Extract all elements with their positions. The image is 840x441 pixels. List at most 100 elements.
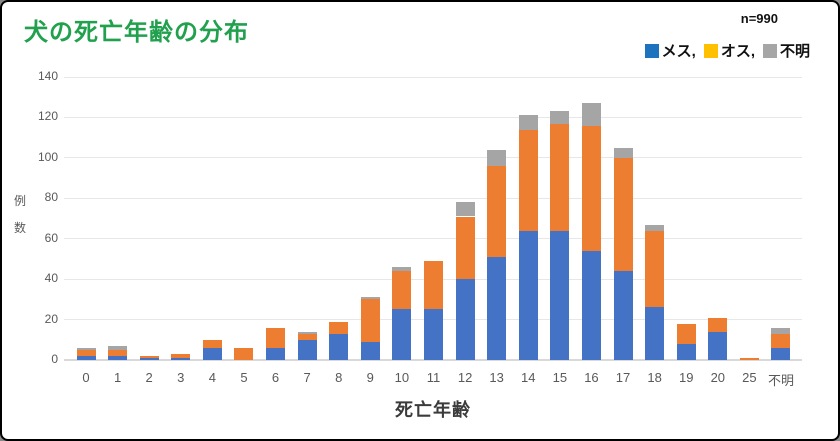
x-tick-label-16: 16 bbox=[584, 370, 599, 385]
bar-18-segment-メス bbox=[645, 307, 665, 360]
x-tick-label-7: 7 bbox=[303, 370, 311, 385]
x-tick-label-17: 17 bbox=[615, 370, 631, 385]
bar-15-segment-メス bbox=[550, 230, 570, 360]
bar-4-segment-メス bbox=[202, 347, 222, 360]
gridline-80 bbox=[64, 197, 802, 199]
bar-25-segment-オス bbox=[739, 357, 759, 360]
bar-6-segment-メス bbox=[266, 347, 286, 360]
bar-19-segment-オス bbox=[676, 323, 696, 344]
y-axis-title-char: 例 bbox=[14, 194, 27, 208]
bar-1-segment-メス bbox=[108, 355, 128, 360]
bar-不明-segment-オス bbox=[771, 333, 791, 348]
x-tick-label-19: 19 bbox=[678, 370, 694, 385]
bar-8-segment-メス bbox=[329, 333, 349, 360]
x-tick-label-14: 14 bbox=[521, 370, 536, 385]
bar-4-segment-オス bbox=[202, 339, 222, 348]
bar-1-segment-不明 bbox=[108, 345, 128, 350]
bar-14-segment-メス bbox=[518, 230, 538, 360]
bar-3-segment-オス bbox=[171, 353, 191, 358]
legend-swatch-不明 bbox=[762, 43, 777, 58]
plot-area bbox=[64, 76, 802, 361]
bar-18-segment-不明 bbox=[645, 224, 665, 231]
x-tick-label-3: 3 bbox=[177, 370, 185, 385]
bar-20-segment-オス bbox=[708, 317, 728, 332]
y-tick-label-40: 40 bbox=[44, 271, 58, 286]
bar-13-segment-オス bbox=[487, 165, 507, 257]
bar-10-segment-メス bbox=[392, 309, 412, 360]
x-tick-label-8: 8 bbox=[335, 370, 343, 385]
legend-swatch-メス bbox=[644, 43, 659, 58]
bar-2-segment-メス bbox=[139, 357, 159, 360]
y-axis-title: 例数 bbox=[14, 192, 26, 236]
y-tick-label-140: 140 bbox=[37, 69, 58, 83]
y-tick-label-120: 120 bbox=[37, 109, 58, 124]
x-tick-label-25: 25 bbox=[742, 370, 757, 385]
gridline-120 bbox=[64, 116, 802, 118]
bar-14-segment-不明 bbox=[518, 115, 538, 130]
y-axis-title-char: 数 bbox=[14, 221, 27, 235]
x-tick-label-10: 10 bbox=[394, 370, 410, 385]
bar-17-segment-不明 bbox=[613, 147, 633, 158]
y-tick-label-60: 60 bbox=[44, 230, 58, 245]
bar-13-segment-メス bbox=[487, 256, 507, 360]
x-tick-label-12: 12 bbox=[457, 370, 473, 385]
bar-13-segment-不明 bbox=[487, 149, 507, 166]
x-tick-label-13: 13 bbox=[489, 370, 504, 385]
bar-10-segment-不明 bbox=[392, 267, 412, 272]
x-axis-line bbox=[64, 359, 802, 361]
bar-19-segment-メス bbox=[676, 343, 696, 360]
bar-不明-segment-メス bbox=[771, 347, 791, 360]
bar-20-segment-メス bbox=[708, 331, 728, 360]
x-tick-label-不明: 不明 bbox=[767, 373, 794, 388]
bar-不明-segment-不明 bbox=[771, 327, 791, 334]
bar-0-segment-不明 bbox=[76, 347, 96, 350]
x-axis-title: 死亡年齢 bbox=[395, 400, 471, 420]
bar-0-segment-オス bbox=[76, 349, 96, 356]
x-tick-label-1: 1 bbox=[113, 370, 122, 385]
bar-9-segment-メス bbox=[360, 341, 380, 360]
bar-12-segment-不明 bbox=[455, 202, 475, 217]
bar-17-segment-オス bbox=[613, 157, 633, 272]
x-tick-label-11: 11 bbox=[426, 370, 441, 385]
legend-label-メス: メス, bbox=[661, 43, 696, 60]
bar-15-segment-オス bbox=[550, 123, 570, 231]
x-tick-label-2: 2 bbox=[145, 370, 153, 385]
bar-14-segment-オス bbox=[518, 129, 538, 231]
y-tick-label-20: 20 bbox=[44, 311, 58, 326]
bar-12-segment-オス bbox=[455, 216, 475, 280]
bar-11-segment-オス bbox=[423, 260, 443, 310]
bar-2-segment-オス bbox=[139, 355, 159, 358]
bar-7-segment-メス bbox=[297, 339, 317, 360]
bar-5-segment-オス bbox=[234, 347, 254, 360]
x-tick-label-0: 0 bbox=[82, 370, 90, 385]
bar-12-segment-メス bbox=[455, 279, 475, 360]
legend-swatch-オス bbox=[703, 43, 718, 58]
x-tick-label-18: 18 bbox=[647, 370, 662, 385]
chart-title: 犬の死亡年齢の分布 bbox=[24, 19, 249, 46]
bar-8-segment-オス bbox=[329, 321, 349, 334]
bar-3-segment-メス bbox=[171, 357, 191, 360]
bar-16-segment-不明 bbox=[581, 103, 601, 126]
bar-7-segment-オス bbox=[297, 333, 317, 340]
bar-16-segment-メス bbox=[581, 250, 601, 360]
bar-1-segment-オス bbox=[108, 349, 128, 356]
legend: メス, オス, 不明 bbox=[637, 40, 810, 61]
gridline-140 bbox=[64, 76, 802, 78]
gridline-60 bbox=[64, 238, 802, 240]
bar-15-segment-不明 bbox=[550, 111, 570, 124]
y-tick-label-80: 80 bbox=[44, 190, 58, 205]
bar-11-segment-メス bbox=[423, 309, 443, 360]
bar-9-segment-オス bbox=[360, 299, 380, 342]
x-tick-label-5: 5 bbox=[240, 370, 248, 385]
y-tick-label-0: 0 bbox=[51, 352, 58, 366]
x-tick-label-4: 4 bbox=[208, 370, 216, 385]
gridline-100 bbox=[64, 157, 802, 159]
x-tick-label-20: 20 bbox=[710, 370, 726, 385]
legend-label-オス: オス, bbox=[720, 43, 755, 60]
x-tick-label-9: 9 bbox=[366, 370, 374, 385]
legend-label-不明: 不明 bbox=[779, 43, 810, 60]
x-tick-label-6: 6 bbox=[271, 370, 280, 385]
bar-17-segment-メス bbox=[613, 271, 633, 360]
bar-16-segment-オス bbox=[581, 125, 601, 251]
